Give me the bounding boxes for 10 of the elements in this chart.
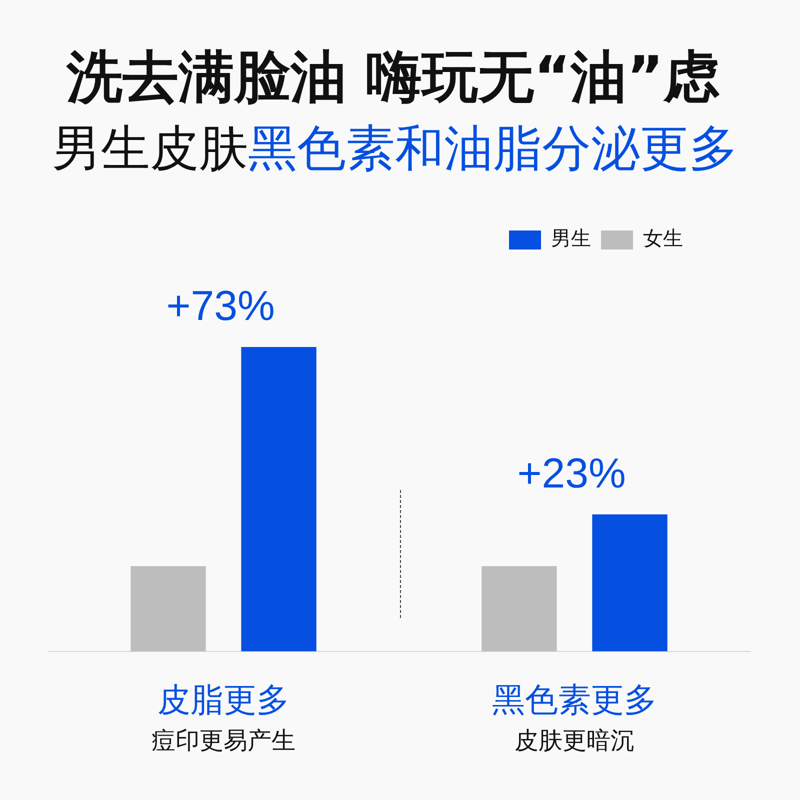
text: 痘印更易产生 <box>152 726 296 755</box>
annotation: +23% <box>517 449 626 496</box>
legend-label: 男生 <box>551 226 591 250</box>
text: 皮肤更暗沉 <box>514 726 634 755</box>
text: +73% <box>166 282 275 329</box>
x-tick-label: 黑色素更多 <box>492 680 657 719</box>
legend-label: 女生 <box>643 226 683 250</box>
x-tick-label: 皮脂更多 <box>158 680 290 719</box>
chart-subtitle: 男生皮肤黑色素和油脂分泌更多 <box>52 120 738 177</box>
chart-title: 洗去满脸油 嗨玩无“油”虑 <box>65 44 721 112</box>
